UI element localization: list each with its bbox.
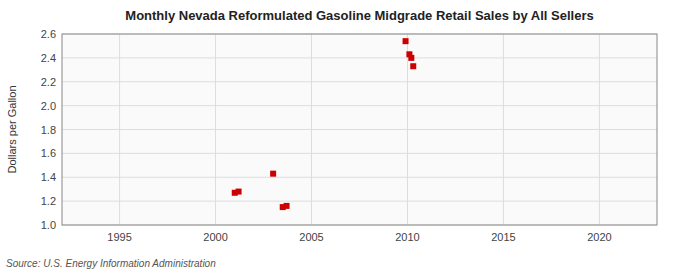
- y-tick-label: 1.6: [41, 147, 56, 159]
- y-tick-label: 1.8: [41, 124, 56, 136]
- point: [270, 171, 276, 177]
- y-grid-line: [62, 105, 657, 106]
- plot-background: [62, 34, 657, 225]
- x-grid-line: [407, 34, 408, 225]
- x-grid-line: [599, 34, 600, 225]
- x-tick-label: 2000: [203, 231, 227, 243]
- y-axis-label: Dollars per Gallon: [6, 85, 18, 173]
- y-grid-line: [62, 177, 657, 178]
- tick-labels: 1.0 1.2 1.4 1.6 1.8 2.0 2.2 2.4 2.6 1995 2000 2005 2…: [41, 28, 612, 243]
- y-grid-line: [62, 129, 657, 130]
- y-tick-label: 2.2: [41, 76, 56, 88]
- y-tick-label: 1.4: [41, 171, 56, 183]
- x-grid-line: [119, 34, 120, 225]
- x-tick-label: 2010: [395, 231, 419, 243]
- chart: 1.0 1.2 1.4 1.6 1.8 2.0 2.2 2.4 2.6 1995 2000 2005 2…: [0, 0, 675, 275]
- points: [232, 38, 417, 210]
- point: [236, 189, 242, 195]
- grid: [62, 34, 657, 225]
- x-tick-label: 2015: [491, 231, 515, 243]
- point: [408, 55, 414, 61]
- x-grid-line: [503, 34, 504, 225]
- x-grid-line: [311, 34, 312, 225]
- source-note: Source: U.S. Energy Information Administ…: [6, 258, 216, 269]
- y-tick-label: 1.2: [41, 195, 56, 207]
- y-grid-line: [62, 201, 657, 202]
- y-grid-line: [62, 153, 657, 154]
- y-grid-line: [62, 57, 657, 58]
- x-grid-line: [215, 34, 216, 225]
- x-tick-label: 2020: [587, 231, 611, 243]
- y-tick-label: 2.0: [41, 100, 56, 112]
- y-tick-label: 2.4: [41, 52, 56, 64]
- y-tick-label: 2.6: [41, 28, 56, 40]
- plot-frame: [62, 34, 657, 225]
- point: [284, 203, 290, 209]
- x-tick-label: 2005: [299, 231, 323, 243]
- x-tick-label: 1995: [107, 231, 131, 243]
- title: Monthly Nevada Reformulated Gasoline Mid…: [125, 8, 593, 23]
- y-grid-line: [62, 81, 657, 82]
- y-tick-label: 1.0: [41, 219, 56, 231]
- point: [403, 38, 409, 44]
- point: [410, 63, 416, 69]
